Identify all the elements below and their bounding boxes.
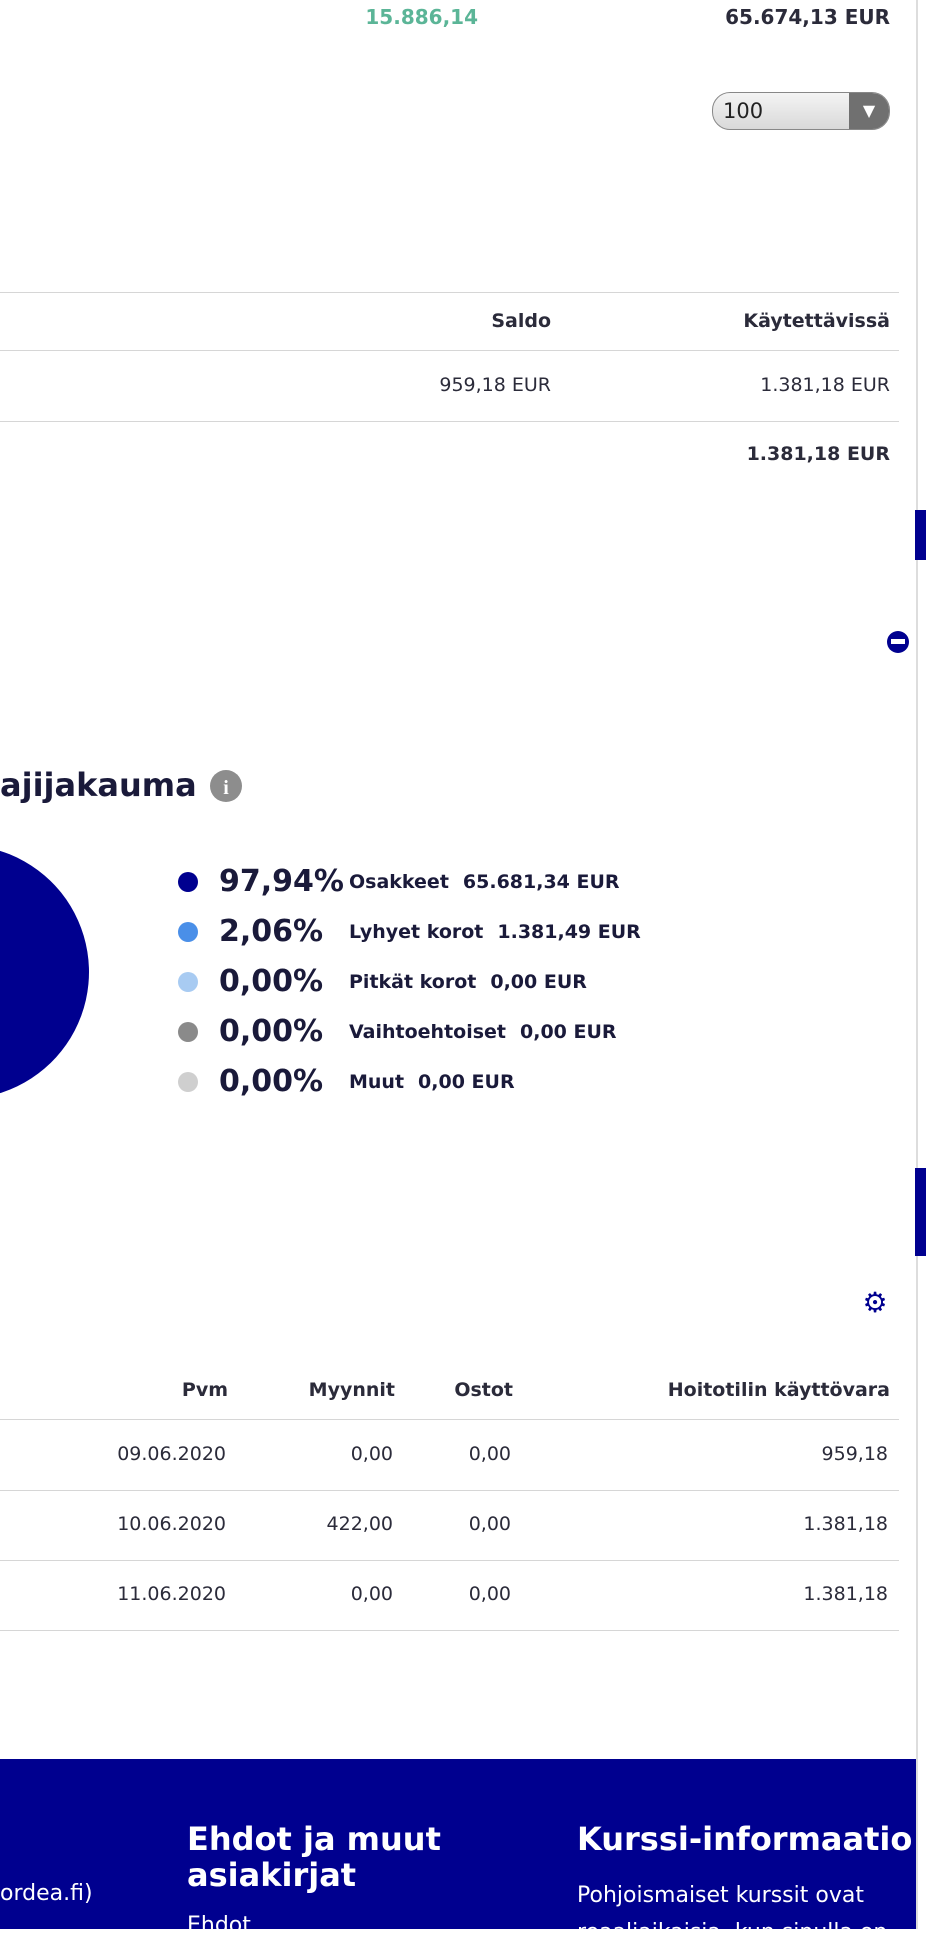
legend-percent: 0,00% bbox=[219, 1014, 324, 1049]
legend-label: Muut bbox=[349, 1071, 405, 1093]
divider bbox=[0, 1630, 899, 1631]
legend-percent: 0,00% bbox=[219, 1064, 324, 1099]
column-header: Hoitotilin käyttövara bbox=[667, 1379, 890, 1401]
divider bbox=[0, 292, 899, 293]
cell: 1.381,18 bbox=[803, 1513, 888, 1535]
legend-label: Osakkeet bbox=[349, 871, 449, 893]
column-header: Pvm bbox=[181, 1379, 228, 1401]
legend-marker bbox=[178, 872, 198, 892]
legend-marker bbox=[178, 1072, 198, 1092]
legend-label-row: Muut 0,00 EUR bbox=[349, 1067, 515, 1097]
cell: 0,00 bbox=[468, 1583, 511, 1605]
footer-link[interactable]: ordea.fi) bbox=[0, 1881, 93, 1906]
settings-icon[interactable]: ⚙ bbox=[862, 1286, 887, 1319]
total: 1.381,18 EUR bbox=[746, 443, 890, 465]
cell: 0,00 bbox=[468, 1513, 511, 1535]
legend-label-row: Lyhyet korot 1.381,49 EUR bbox=[349, 917, 641, 947]
cell: 10.06.2020 bbox=[117, 1513, 226, 1535]
divider bbox=[0, 1560, 899, 1561]
legend-label: Lyhyet korot bbox=[349, 921, 484, 943]
legend-percent: 2,06% bbox=[219, 914, 324, 949]
legend-marker bbox=[178, 922, 198, 942]
legend-marker bbox=[178, 972, 198, 992]
cell: 422,00 bbox=[326, 1513, 393, 1535]
legend-amount: 0,00 EUR bbox=[520, 1021, 617, 1043]
page-size-select[interactable]: 100 ▼ bbox=[712, 92, 890, 130]
cell: 0,00 bbox=[350, 1583, 393, 1605]
divider bbox=[0, 421, 899, 422]
cell: 959,18 bbox=[821, 1443, 888, 1465]
legend-label-row: Pitkät korot 0,00 EUR bbox=[349, 967, 587, 997]
footer-text: Pohjoismaiset kurssit ovat reaaliaikaisi… bbox=[577, 1883, 888, 1945]
total: 65.674,13 EUR bbox=[725, 5, 890, 29]
footer-heading: Kurssi-informaatio bbox=[577, 1820, 913, 1858]
footer: ordea.fi) Ehdot ja muut asiakirjat Ehdot… bbox=[0, 1759, 916, 1945]
pie-slice bbox=[0, 850, 89, 1094]
legend-amount: 0,00 EUR bbox=[418, 1071, 515, 1093]
column-header: Saldo bbox=[491, 310, 551, 332]
footer-heading: Ehdot ja muut asiakirjat bbox=[187, 1820, 441, 1894]
divider bbox=[0, 1490, 899, 1491]
cell: 959,18 EUR bbox=[439, 374, 551, 396]
legend-amount: 0,00 EUR bbox=[490, 971, 587, 993]
pie bbox=[0, 850, 89, 1094]
cell: 11.06.2020 bbox=[117, 1583, 226, 1605]
gain: 15.886,14 bbox=[365, 5, 478, 29]
legend-label-row: Osakkeet 65.681,34 EUR bbox=[349, 867, 620, 897]
cell: 0,00 bbox=[468, 1443, 511, 1465]
info-icon[interactable] bbox=[210, 770, 242, 802]
divider bbox=[0, 1419, 899, 1420]
divider bbox=[0, 350, 899, 351]
legend-label: Vaihtoehtoiset bbox=[349, 1021, 507, 1043]
info-glyph: i bbox=[223, 777, 229, 799]
cell: 0,00 bbox=[350, 1443, 393, 1465]
legend-marker bbox=[178, 1022, 198, 1042]
legend-percent: 0,00% bbox=[219, 964, 324, 999]
legend-label: Pitkät korot bbox=[349, 971, 477, 993]
select-value: 100 bbox=[723, 99, 764, 123]
column-header: Ostot bbox=[454, 1379, 513, 1401]
column-header: Käytettävissä bbox=[743, 310, 890, 332]
legend-percent: 97,94% bbox=[219, 864, 344, 899]
legend-amount: 1.381,49 EUR bbox=[497, 921, 641, 943]
footer-item[interactable]: Ehdot bbox=[187, 1913, 251, 1938]
legend-amount: 65.681,34 EUR bbox=[462, 871, 620, 893]
cell: 1.381,18 EUR bbox=[760, 374, 890, 396]
cell: 09.06.2020 bbox=[117, 1443, 226, 1465]
chart-title: ajijakauma bbox=[0, 766, 197, 804]
column-header: Myynnit bbox=[308, 1379, 395, 1401]
select-arrow: ▼ bbox=[849, 93, 889, 129]
collapse-minus bbox=[891, 639, 905, 644]
scroll-marker bbox=[915, 510, 926, 560]
cell: 1.381,18 bbox=[803, 1583, 888, 1605]
scroll-marker bbox=[915, 1168, 926, 1256]
legend-label-row: Vaihtoehtoiset 0,00 EUR bbox=[349, 1017, 617, 1047]
